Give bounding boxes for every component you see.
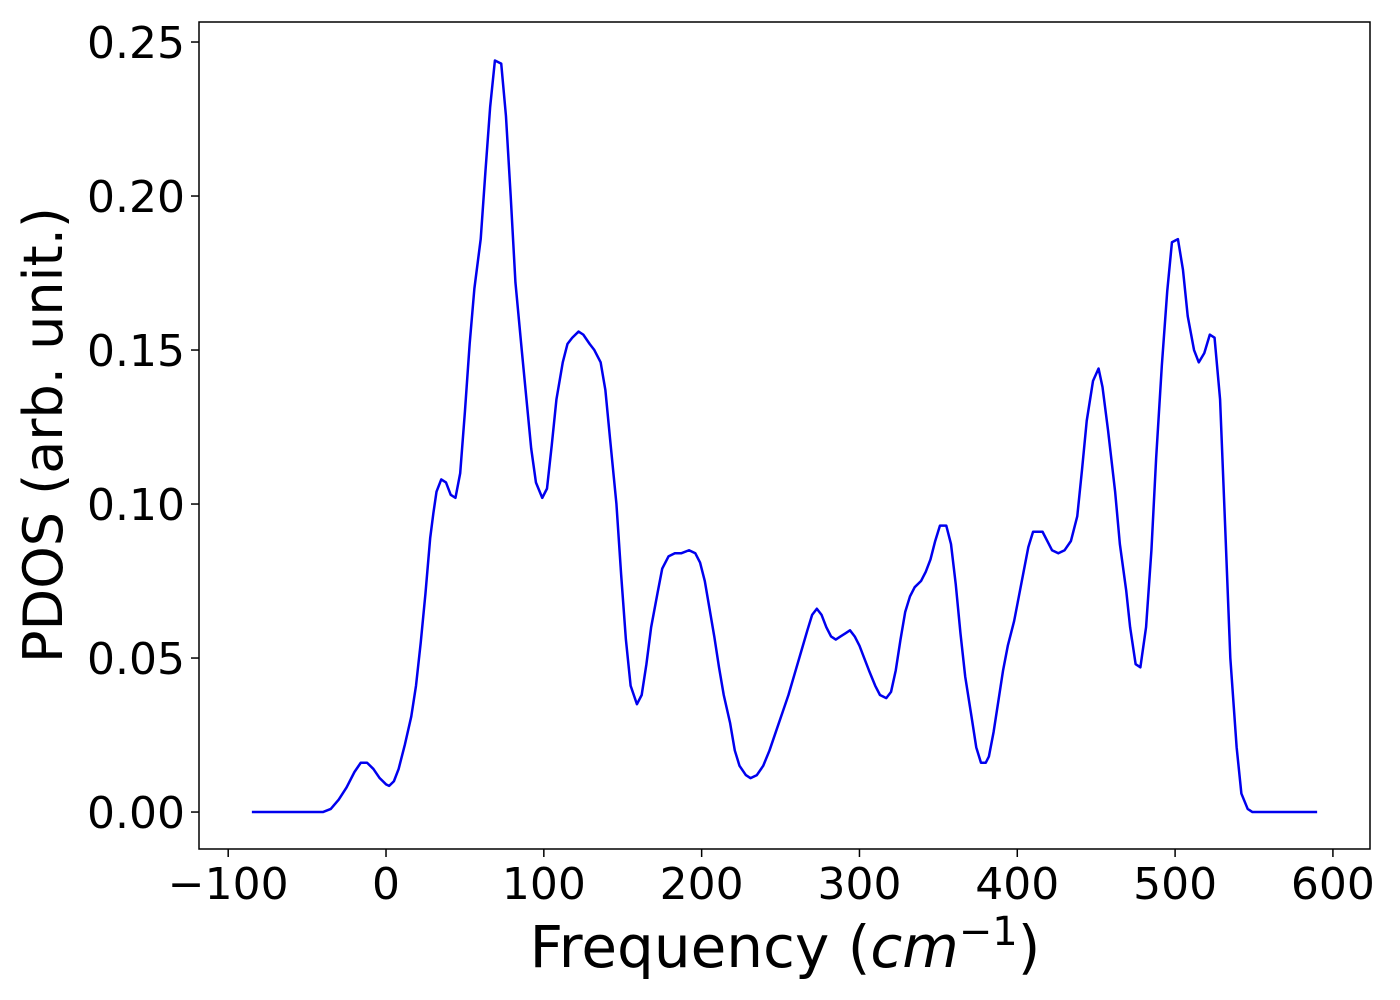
y-tick-label: 0.15 bbox=[87, 326, 185, 377]
y-tick-label: 0.05 bbox=[87, 634, 185, 685]
y-tick-label: 0.10 bbox=[87, 480, 185, 531]
x-tick-label: 300 bbox=[817, 859, 901, 910]
y-tick-label: 0.00 bbox=[87, 788, 185, 839]
x-label-part: cm bbox=[870, 913, 958, 981]
x-label-part: −1 bbox=[959, 909, 1018, 955]
y-tick-label: 0.25 bbox=[87, 18, 185, 69]
x-tick-label: 500 bbox=[1133, 859, 1217, 910]
x-tick-label: 200 bbox=[660, 859, 744, 910]
x-label-part: Frequency ( bbox=[530, 913, 871, 981]
plot-frame bbox=[198, 21, 1371, 850]
x-tick-label: 600 bbox=[1291, 859, 1375, 910]
y-tick-label: 0.20 bbox=[87, 172, 185, 223]
line bbox=[251, 59, 1318, 814]
x-tick-label: 400 bbox=[975, 859, 1059, 910]
x-axis-label: Frequency (cm−1) bbox=[530, 909, 1041, 981]
x-tick-label: −100 bbox=[168, 859, 289, 910]
y-axis-label: PDOS (arb. unit.) bbox=[12, 207, 75, 663]
x-tick-label: 0 bbox=[372, 859, 400, 910]
x-label-part: ) bbox=[1018, 913, 1041, 981]
x-tick-label: 100 bbox=[502, 859, 586, 910]
